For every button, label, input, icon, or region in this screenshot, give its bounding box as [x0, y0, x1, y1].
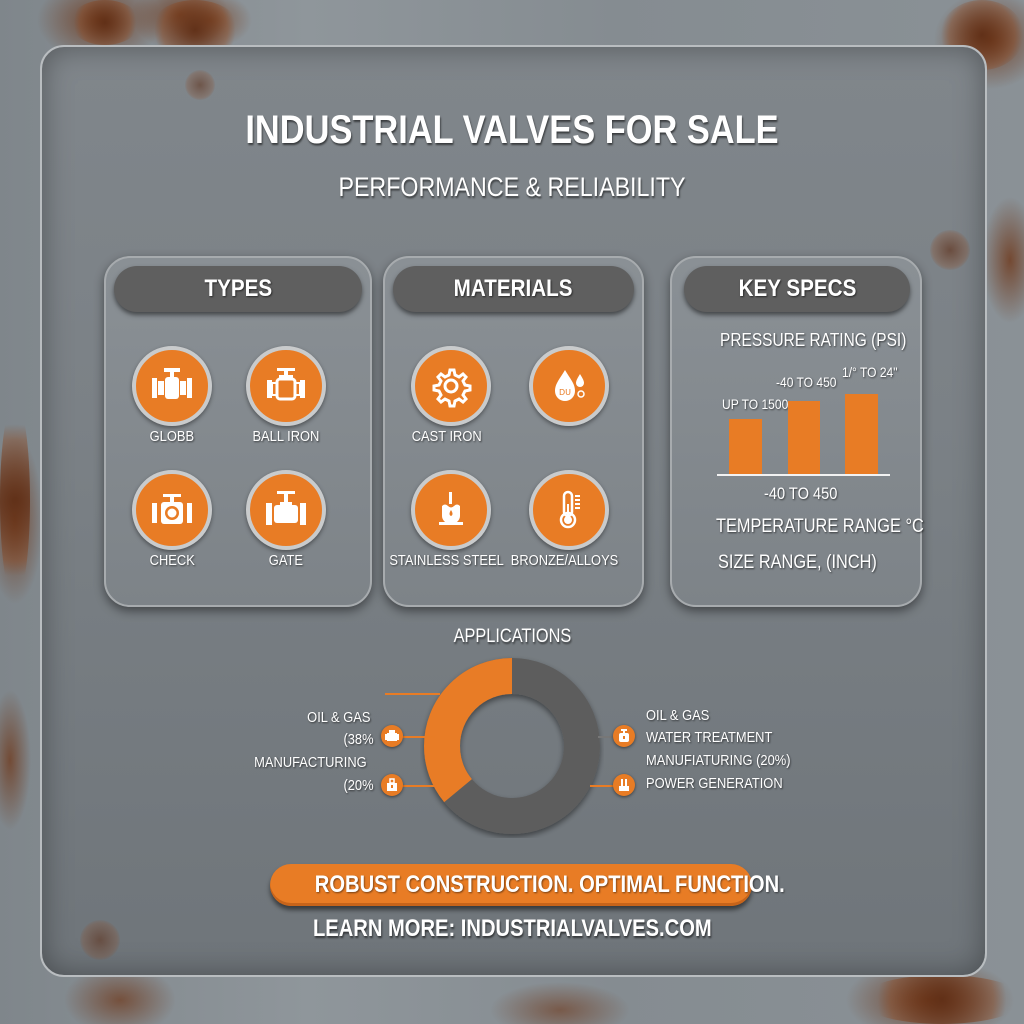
learn-more-link[interactable]: LEARN MORE: INDUSTRIALVALVES.COM	[312, 915, 712, 942]
axis-label: -40 TO 450	[764, 484, 838, 503]
bar-label: -40 TO 450	[776, 374, 837, 390]
app-right-label: MANUFIATURING (20%)	[646, 752, 791, 769]
gear-icon[interactable]	[411, 346, 491, 426]
material-label	[495, 428, 635, 445]
key-specs-heading: KEY SPECS	[684, 266, 910, 312]
bar-label: UP TO 1500	[722, 396, 789, 412]
types-card: TYPES GLOBB BALL IRON CHECK GATE	[104, 256, 372, 607]
type-label: CHECK	[149, 552, 195, 569]
page-title: INDUSTRIAL VALVES FOR SALE	[245, 108, 779, 152]
type-label: BALL IRON	[252, 428, 320, 445]
app-value-oil-gas: (38%	[343, 731, 374, 748]
pressure-bar	[788, 401, 820, 474]
types-heading: TYPES	[114, 266, 362, 312]
rust-spot	[860, 975, 1024, 1024]
factory-icon	[381, 774, 403, 796]
svg-text:DU: DU	[559, 388, 571, 397]
pressure-chart-title: PRESSURE RATING (PSI)	[720, 330, 907, 350]
materials-card: MATERIALS CAST IRON DU STAINLESS STEEL B…	[383, 256, 644, 607]
applications-donut-chart	[424, 658, 600, 834]
app-label-oil-gas: OIL & GAS	[307, 709, 371, 726]
type-label: GATE	[268, 552, 304, 569]
oil-rig-icon	[381, 725, 403, 747]
material-label: CAST IRON	[411, 428, 483, 445]
rust-spot	[70, 0, 140, 45]
bar-label: 1/° TO 24"	[842, 364, 898, 380]
pressure-bar	[729, 419, 762, 474]
leader-line	[598, 736, 618, 738]
gate-valve-icon[interactable]	[246, 470, 326, 550]
water-treatment-icon	[613, 725, 635, 747]
app-right-label: WATER TREATMENT	[646, 729, 773, 746]
check-valve-icon[interactable]	[132, 470, 212, 550]
material-label: BRONZE/ALLOYS	[511, 552, 619, 569]
app-right-label: POWER GENERATION	[646, 775, 783, 792]
type-label: GLOBB	[149, 428, 195, 445]
rust-spot	[185, 70, 215, 100]
leader-line	[402, 785, 435, 787]
leader-line	[385, 693, 440, 695]
chart-baseline	[717, 474, 890, 476]
leader-line	[590, 785, 618, 787]
page-subtitle: PERFORMANCE & RELIABILITY	[338, 172, 686, 202]
size-range-label: SIZE RANGE, (INCH)	[718, 552, 877, 573]
cta-banner[interactable]: ROBUST CONSTRUCTION. OPTIMAL FUNCTION.	[270, 864, 785, 906]
app-value-manufacturing: (20%	[343, 777, 374, 794]
applications-heading: APPLICATIONS	[453, 626, 571, 647]
droplets-icon[interactable]: DU	[529, 346, 609, 426]
rust-spot	[80, 920, 120, 960]
pressure-bar	[845, 394, 878, 474]
ball-valve-icon[interactable]	[246, 346, 326, 426]
app-right-label: OIL & GAS	[646, 707, 710, 724]
material-label: STAINLESS STEEL	[389, 552, 505, 569]
rust-spot	[0, 400, 30, 600]
materials-heading: MATERIALS	[393, 266, 634, 312]
rust-spot	[930, 230, 970, 270]
globe-valve-icon[interactable]	[132, 346, 212, 426]
thermometer-icon[interactable]	[529, 470, 609, 550]
app-label-manufacturing: MANUFACTURING	[254, 754, 367, 771]
crucible-icon[interactable]	[411, 470, 491, 550]
key-specs-card: KEY SPECS PRESSURE RATING (PSI) UP TO 15…	[670, 256, 924, 607]
leader-line	[402, 736, 435, 738]
temperature-range-label: TEMPERATURE RANGE °C	[716, 516, 924, 537]
power-generation-icon	[613, 774, 635, 796]
